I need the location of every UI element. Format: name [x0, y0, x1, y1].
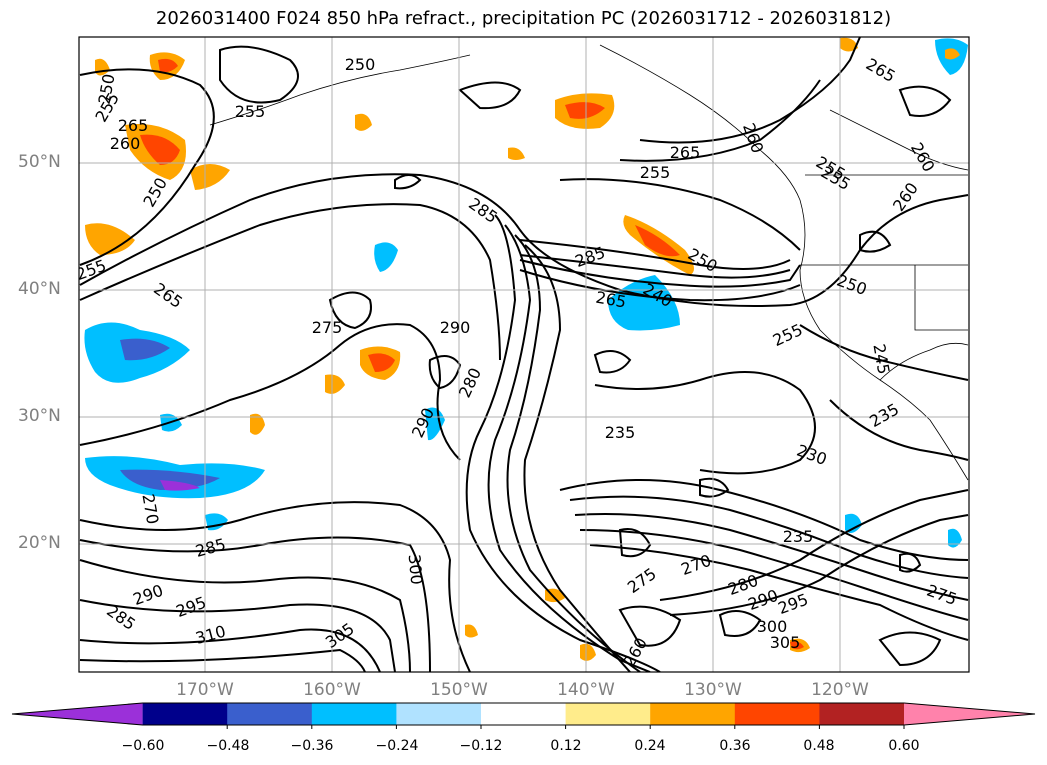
lon-label: 150°W — [430, 680, 488, 700]
precip-shading — [84, 37, 968, 661]
contour-label: 285 — [193, 535, 227, 561]
lon-label: 120°W — [811, 680, 869, 700]
map-frame — [78, 36, 970, 673]
contour-label: 275 — [624, 564, 660, 597]
contour-label: 265 — [670, 143, 701, 162]
contour-label: 245 — [869, 342, 893, 375]
colorbar-bin — [142, 703, 228, 725]
colorbar-tick-label: −0.36 — [290, 738, 334, 754]
contour-label: 265 — [118, 116, 149, 135]
colorbar-tick-label: 0.36 — [719, 738, 751, 754]
colorbar-tick-label: −0.24 — [375, 738, 419, 754]
contour-label: 275 — [924, 581, 959, 609]
lon-label: 130°W — [684, 680, 742, 700]
colorbar-tick-label: 0.24 — [634, 738, 666, 754]
contour-label: 260 — [110, 134, 141, 153]
contour-label: 265 — [863, 54, 899, 86]
contour-label: 270 — [138, 492, 162, 525]
lat-label: 40°N — [18, 279, 61, 299]
colorbar-tick-label: −0.48 — [206, 738, 250, 754]
lat-label: 20°N — [18, 533, 61, 553]
contour-label: 265 — [150, 279, 186, 312]
lat-label: 50°N — [18, 152, 61, 172]
lon-label: 160°W — [303, 680, 361, 700]
contour-label: 310 — [193, 622, 227, 648]
contour-label: 290 — [440, 318, 471, 337]
colorbar-tick-label: 0.48 — [803, 738, 835, 754]
colorbar-outline — [11, 702, 1036, 726]
contour-label: 290 — [131, 581, 166, 609]
contour-label: 275 — [312, 318, 343, 337]
refractivity-contours — [79, 37, 969, 672]
contour-label: 285 — [465, 194, 501, 227]
contour-label: 250 — [345, 55, 376, 74]
colorbar-extension — [12, 703, 143, 725]
colorbar-bin — [650, 703, 736, 725]
contour-label: 305 — [322, 619, 358, 652]
contour-label: 260 — [739, 121, 767, 156]
contour-label: 295 — [174, 593, 209, 621]
contour-label: 230 — [794, 441, 829, 469]
contour-label: 255 — [770, 320, 806, 350]
map-title: 2026031400 F024 850 hPa refract., precip… — [155, 8, 892, 29]
contour-label: 255 — [235, 102, 266, 121]
contour-label: 235 — [866, 399, 902, 431]
colorbar-bin — [311, 703, 397, 725]
colorbar-tick-label: −0.12 — [459, 738, 503, 754]
colorbar-bin — [819, 703, 905, 725]
graticule — [79, 37, 969, 672]
colorbar-bin — [396, 703, 482, 725]
lon-label: 170°W — [176, 680, 234, 700]
colorbar-bin — [227, 703, 313, 725]
coastlines — [209, 44, 969, 481]
contour-label: 300 — [405, 553, 427, 585]
colorbar-tick-label: 0.60 — [888, 738, 920, 754]
contour-label: 260 — [907, 139, 939, 175]
lat-label: 30°N — [18, 406, 61, 426]
colorbar-extension — [904, 703, 1035, 725]
contour-label: 300 — [757, 617, 788, 636]
lon-label: 140°W — [557, 680, 615, 700]
contour-label: 235 — [605, 423, 636, 442]
colorbar-tick-label: 0.12 — [550, 738, 582, 754]
contour-label: 260 — [889, 179, 922, 215]
colorbar-bin — [481, 703, 567, 725]
contour-label: 265 — [594, 288, 627, 312]
colorbar-bin — [734, 703, 820, 725]
contour-label: 270 — [679, 551, 714, 579]
contour-label: 295 — [776, 590, 811, 618]
colorbar-tick-label: −0.60 — [121, 738, 165, 754]
colorbar-bin — [565, 703, 651, 725]
contour-label: 255 — [640, 163, 671, 182]
contour-label: 235 — [783, 527, 814, 546]
contour-label: 305 — [770, 633, 801, 652]
